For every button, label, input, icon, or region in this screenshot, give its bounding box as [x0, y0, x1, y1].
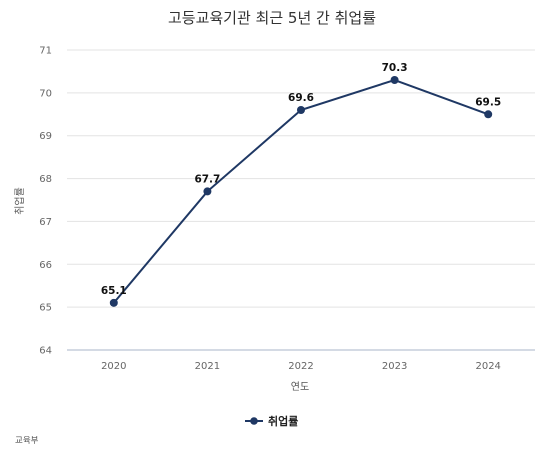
x-tick-labels: 2020 2021 2022 2023 2024 — [101, 361, 501, 372]
y-tick-label: 71 — [39, 46, 52, 57]
y-axis-label: 취업률 — [13, 187, 26, 215]
legend: 취업률 — [245, 414, 298, 428]
data-point — [390, 76, 399, 84]
y-tick-label: 70 — [39, 88, 52, 99]
legend-marker — [250, 417, 258, 425]
series-group: 65.1 67.7 69.6 70.3 69.5 — [101, 62, 501, 307]
x-tick-label: 2020 — [101, 361, 126, 372]
x-tick-label: 2023 — [382, 361, 407, 372]
y-tick-labels: 64 65 66 67 68 69 70 71 — [39, 46, 52, 357]
x-tick-label: 2021 — [195, 361, 220, 372]
data-label: 69.5 — [475, 96, 501, 108]
data-label: 70.3 — [382, 62, 408, 74]
y-tick-label: 64 — [39, 346, 52, 357]
x-tick-label: 2024 — [475, 361, 500, 372]
data-point — [484, 110, 493, 119]
data-point — [297, 106, 305, 114]
chart-title: 고등교육기관 최근 5년 간 취업률 — [168, 9, 376, 27]
data-point — [109, 298, 118, 307]
y-tick-label: 67 — [39, 217, 52, 228]
data-point — [203, 187, 212, 196]
y-tick-label: 66 — [39, 260, 52, 271]
legend-label: 취업률 — [268, 414, 298, 428]
data-label: 65.1 — [101, 285, 127, 297]
data-label: 69.6 — [288, 92, 314, 104]
y-tick-label: 68 — [39, 174, 52, 185]
y-tick-label: 65 — [39, 303, 52, 314]
data-label: 67.7 — [194, 173, 220, 185]
x-tick-label: 2022 — [288, 361, 313, 372]
y-tick-label: 69 — [39, 131, 52, 142]
x-axis-label: 연도 — [291, 381, 309, 393]
source-text: 교육부 — [15, 436, 39, 446]
